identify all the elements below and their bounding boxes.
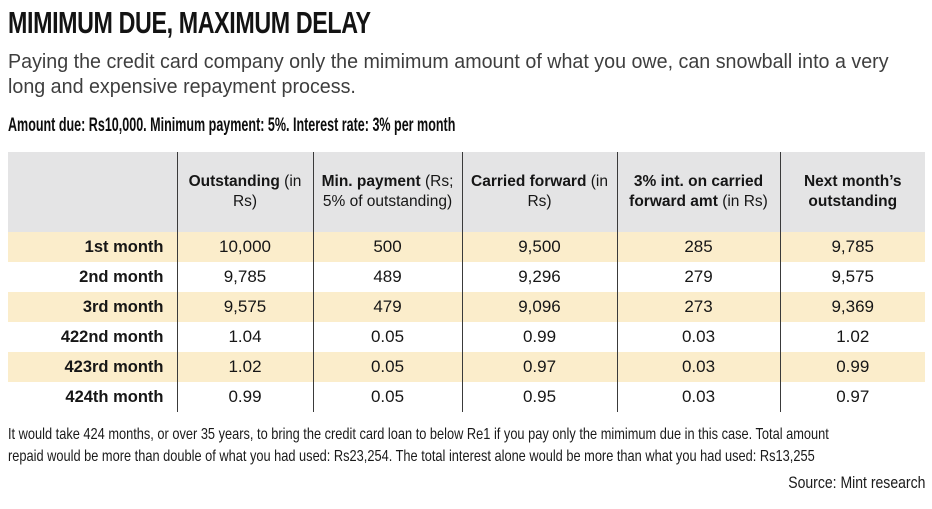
column-header-main: Carried forward	[471, 173, 587, 190]
table-header: Outstanding (in Rs) Min. payment (Rs; 5%…	[8, 152, 925, 232]
table-cell: 9,575	[176, 292, 313, 322]
table-cell: 9,369	[779, 292, 925, 322]
column-header-sub: (Rs; 5% of outstanding)	[322, 173, 454, 210]
row-label: 2nd month	[79, 267, 164, 286]
column-header-outstanding: Outstanding (in Rs)	[176, 152, 313, 232]
table-cell: 285	[616, 232, 780, 262]
column-header-interest: 3% int. on carried forward amt (in Rs)	[616, 152, 780, 232]
subtitle-line: long and expensive repayment process.	[8, 75, 356, 98]
table-cell: 9,785	[176, 262, 313, 292]
column-header-main: Min. payment	[321, 173, 421, 190]
table-body: 1st month 10,000 500 9,500 285 9,785 2nd…	[8, 232, 925, 412]
table-cell: 0.99	[461, 322, 617, 352]
scenario-line: Amount due: Rs10,000. Minimum payment: 5…	[8, 115, 925, 137]
table-row: 1st month 10,000 500 9,500 285 9,785	[8, 232, 925, 262]
infographic-panel: MIMIMUM DUE, MAXIMUM DELAY Paying the cr…	[8, 6, 925, 493]
table-cell: 0.05	[312, 382, 462, 412]
footnote-line: It would take 424 months, or over 35 yea…	[8, 426, 829, 443]
column-header-next-month: Next month’s outstanding	[779, 152, 925, 232]
footnote-line: repaid would be more than double of what…	[8, 447, 815, 465]
row-label: 422nd month	[60, 327, 164, 346]
table-cell: 9,575	[779, 262, 925, 292]
repayment-table: Outstanding (in Rs) Min. payment (Rs; 5%…	[8, 152, 925, 412]
table-cell: 1.02	[176, 352, 313, 382]
table-cell: 0.03	[616, 322, 780, 352]
subtitle-line: Paying the credit card company only the …	[8, 50, 889, 73]
table-cell: 9,500	[461, 232, 617, 262]
column-header-sub: (in Rs)	[527, 173, 608, 210]
table-cell: 500	[312, 232, 462, 262]
scenario-text: Amount due: Rs10,000. Minimum payment: 5…	[8, 115, 456, 136]
table-cell: 0.95	[461, 382, 617, 412]
source-text: Source: Mint research	[787, 474, 925, 492]
column-header-main: Next month’s outstanding	[803, 173, 902, 210]
column-header-main: 3% int. on carried forward amt	[629, 173, 764, 210]
table-cell: 1.04	[176, 322, 313, 352]
table-row: 422nd month 1.04 0.05 0.99 0.03 1.02	[8, 322, 925, 352]
row-label: 423rd month	[8, 352, 177, 382]
table-header-row: Outstanding (in Rs) Min. payment (Rs; 5%…	[8, 152, 925, 232]
table-row: 3rd month 9,575 479 9,096 273 9,369	[8, 292, 925, 322]
table-cell: 489	[312, 262, 462, 292]
column-header-min-payment: Min. payment (Rs; 5% of outstanding)	[312, 152, 462, 232]
table-row: 423rd month 1.02 0.05 0.97 0.03 0.99	[8, 352, 925, 382]
table-cell: 0.99	[779, 352, 925, 382]
column-header-sub: (in Rs)	[722, 193, 768, 210]
page-title-text: MIMIMUM DUE, MAXIMUM DELAY	[8, 5, 371, 40]
page-title: MIMIMUM DUE, MAXIMUM DELAY	[8, 6, 925, 39]
table-cell: 279	[616, 262, 780, 292]
footnote: It would take 424 months, or over 35 yea…	[8, 424, 925, 467]
table-cell: 0.03	[616, 352, 780, 382]
column-header-empty	[8, 152, 177, 232]
row-label: 3rd month	[8, 292, 177, 322]
column-header-carried-forward: Carried forward (in Rs)	[461, 152, 617, 232]
column-header-main: Outstanding	[188, 173, 280, 190]
table-row: 2nd month 9,785 489 9,296 279 9,575	[8, 262, 925, 292]
table-cell: 10,000	[176, 232, 313, 262]
table-cell: 0.99	[176, 382, 313, 412]
table-row: 424th month 0.99 0.05 0.95 0.03 0.97	[8, 382, 925, 412]
column-header-sub: (in Rs)	[232, 173, 302, 210]
table-cell: 0.97	[461, 352, 617, 382]
table-cell: 0.05	[312, 352, 462, 382]
table-cell: 479	[312, 292, 462, 322]
table-cell: 273	[616, 292, 780, 322]
table-cell: 0.05	[312, 322, 462, 352]
table-cell: 0.97	[779, 382, 925, 412]
row-label: 424th month	[65, 387, 164, 406]
table-cell: 9,296	[461, 262, 617, 292]
table-cell: 9,096	[461, 292, 617, 322]
source-credit: Source: Mint research	[8, 474, 925, 493]
table-cell: 0.03	[616, 382, 780, 412]
row-label: 1st month	[8, 232, 177, 262]
table-cell: 1.02	[779, 322, 925, 352]
table-cell: 9,785	[779, 232, 925, 262]
subtitle: Paying the credit card company only the …	[8, 49, 925, 99]
